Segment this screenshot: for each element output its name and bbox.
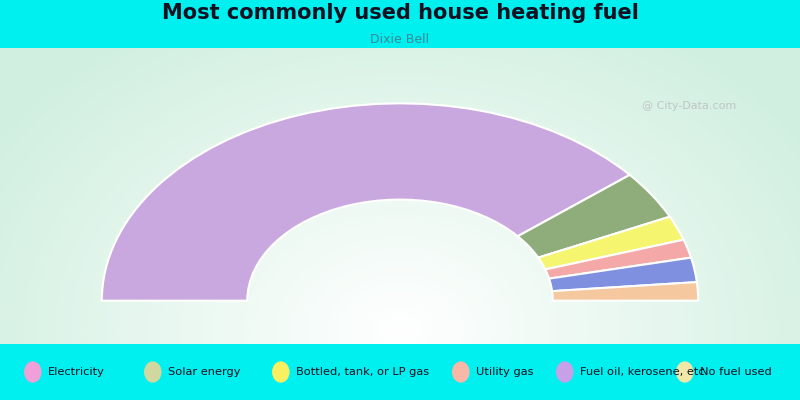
Text: Solar energy: Solar energy bbox=[168, 367, 241, 377]
Text: Fuel oil, kerosene, etc.: Fuel oil, kerosene, etc. bbox=[580, 367, 708, 377]
Text: Utility gas: Utility gas bbox=[476, 367, 534, 377]
Text: No fuel used: No fuel used bbox=[700, 367, 772, 377]
Ellipse shape bbox=[24, 361, 42, 383]
Wedge shape bbox=[549, 258, 697, 291]
Ellipse shape bbox=[676, 361, 694, 383]
Wedge shape bbox=[546, 240, 691, 279]
Text: Most commonly used house heating fuel: Most commonly used house heating fuel bbox=[162, 4, 638, 24]
Wedge shape bbox=[518, 175, 670, 258]
Ellipse shape bbox=[144, 361, 162, 383]
Text: Bottled, tank, or LP gas: Bottled, tank, or LP gas bbox=[296, 367, 429, 377]
Text: Electricity: Electricity bbox=[48, 367, 105, 377]
Text: @ City-Data.com: @ City-Data.com bbox=[642, 101, 736, 111]
Ellipse shape bbox=[452, 361, 470, 383]
Ellipse shape bbox=[556, 361, 574, 383]
Wedge shape bbox=[538, 217, 683, 270]
Text: Dixie Bell: Dixie Bell bbox=[370, 33, 430, 46]
Wedge shape bbox=[102, 103, 630, 301]
Ellipse shape bbox=[272, 361, 290, 383]
Wedge shape bbox=[552, 282, 698, 301]
